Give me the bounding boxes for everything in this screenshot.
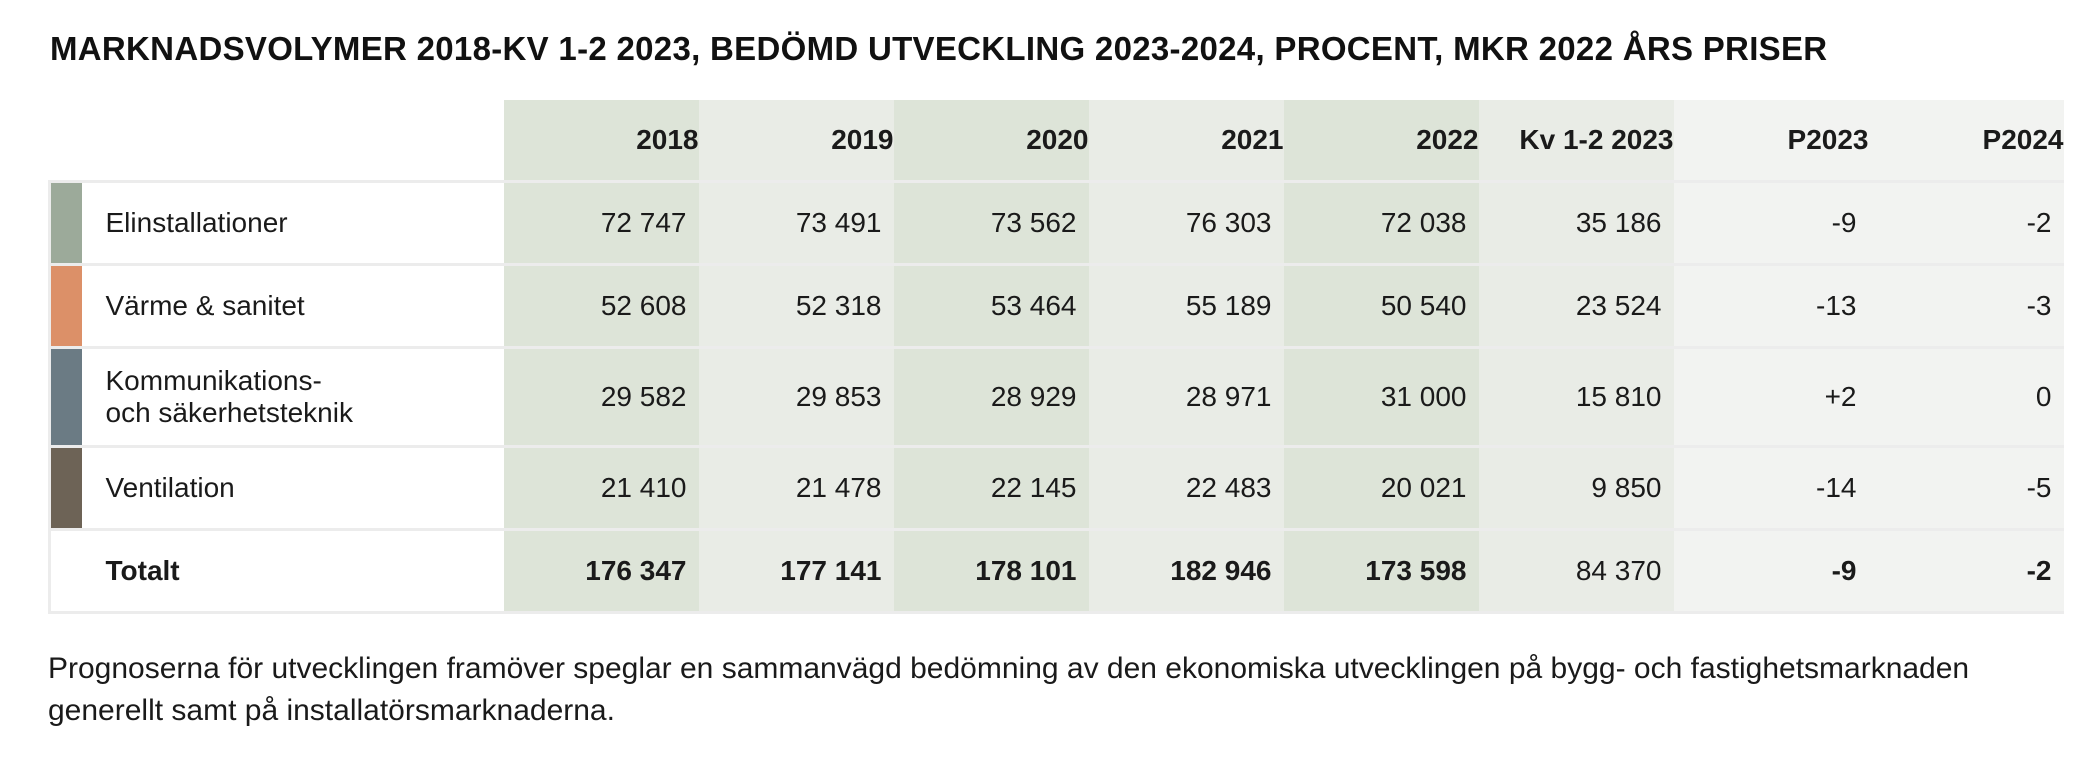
row-label: Värme & sanitet — [81, 263, 504, 348]
col-header-kv12-2023: Kv 1-2 2023 — [1478, 100, 1674, 182]
cell-value: 50 540 — [1283, 263, 1479, 348]
row-label-line: Kommunikations- — [105, 365, 322, 396]
cell-value: 73 562 — [893, 180, 1089, 265]
cell-value: 29 853 — [698, 346, 894, 447]
col-header-2019: 2019 — [698, 100, 894, 182]
col-header-2020: 2020 — [893, 100, 1089, 182]
cell-value: 20 021 — [1283, 445, 1479, 530]
cell-value: -2 — [1868, 180, 2064, 265]
col-header-2022: 2022 — [1283, 100, 1479, 182]
cell-value: 22 483 — [1088, 445, 1284, 530]
col-header-p2023: P2023 — [1673, 100, 1869, 182]
total-spacer — [48, 528, 82, 614]
table-row-ventilation: Ventilation 21 410 21 478 22 145 22 483 … — [48, 445, 2064, 530]
cell-value: 28 929 — [893, 346, 1089, 447]
cell-value: -3 — [1868, 263, 2064, 348]
cell-value: 31 000 — [1283, 346, 1479, 447]
col-header-2018: 2018 — [503, 100, 699, 182]
table-row-elinstallationer: Elinstallationer 72 747 73 491 73 562 76… — [48, 180, 2064, 265]
cell-value: 15 810 — [1478, 346, 1674, 447]
total-value: 182 946 — [1088, 528, 1284, 614]
total-value: 84 370 — [1478, 528, 1674, 614]
cell-value: -13 — [1673, 263, 1869, 348]
table-row-total: Totalt 176 347 177 141 178 101 182 946 1… — [48, 528, 2064, 614]
cell-value: 73 491 — [698, 180, 894, 265]
cell-value: 28 971 — [1088, 346, 1284, 447]
total-value: 178 101 — [893, 528, 1089, 614]
total-value: -9 — [1673, 528, 1869, 614]
row-label-line: och säkerhetsteknik — [105, 397, 353, 428]
cell-value: 52 608 — [503, 263, 699, 348]
cell-value: 35 186 — [1478, 180, 1674, 265]
header-row: 2018 2019 2020 2021 2022 Kv 1-2 2023 P20… — [49, 100, 2064, 182]
total-value: -2 — [1868, 528, 2064, 614]
table-title: MARKNADSVOLYMER 2018-KV 1-2 2023, BEDÖMD… — [50, 30, 1828, 67]
cell-value: 55 189 — [1088, 263, 1284, 348]
cell-value: 21 478 — [698, 445, 894, 530]
cell-value: 72 038 — [1283, 180, 1479, 265]
cell-value: 76 303 — [1088, 180, 1284, 265]
total-value: 176 347 — [503, 528, 699, 614]
color-swatch-ventilation — [48, 445, 82, 530]
footnote: Prognoserna för utvecklingen framöver sp… — [48, 652, 1970, 727]
cell-value: +2 — [1673, 346, 1869, 447]
cell-value: -5 — [1868, 445, 2064, 530]
col-header-p2024: P2024 — [1868, 100, 2064, 182]
market-volume-table: 2018 2019 2020 2021 2022 Kv 1-2 2023 P20… — [48, 100, 2064, 614]
color-swatch-varme-sanitet — [48, 263, 82, 348]
color-swatch-kommunikation — [48, 346, 82, 447]
table-row-kommunikation: Kommunikations- och säkerhetsteknik 29 5… — [48, 346, 2064, 447]
row-label: Ventilation — [81, 445, 504, 530]
row-label: Elinstallationer — [81, 180, 504, 265]
table-row-varme-sanitet: Värme & sanitet 52 608 52 318 53 464 55 … — [48, 263, 2064, 348]
total-label: Totalt — [81, 528, 504, 614]
total-value: 173 598 — [1283, 528, 1479, 614]
cell-value: 9 850 — [1478, 445, 1674, 530]
cell-value: 52 318 — [698, 263, 894, 348]
cell-value: 21 410 — [503, 445, 699, 530]
cell-value: 72 747 — [503, 180, 699, 265]
cell-value: 23 524 — [1478, 263, 1674, 348]
color-swatch-elinstallationer — [48, 180, 82, 265]
header-empty-cell — [49, 100, 504, 182]
cell-value: 0 — [1868, 346, 2064, 447]
cell-value: 53 464 — [893, 263, 1089, 348]
col-header-2021: 2021 — [1088, 100, 1284, 182]
total-value: 177 141 — [698, 528, 894, 614]
cell-value: -9 — [1673, 180, 1869, 265]
cell-value: -14 — [1673, 445, 1869, 530]
row-label: Kommunikations- och säkerhetsteknik — [81, 346, 504, 447]
cell-value: 29 582 — [503, 346, 699, 447]
cell-value: 22 145 — [893, 445, 1089, 530]
